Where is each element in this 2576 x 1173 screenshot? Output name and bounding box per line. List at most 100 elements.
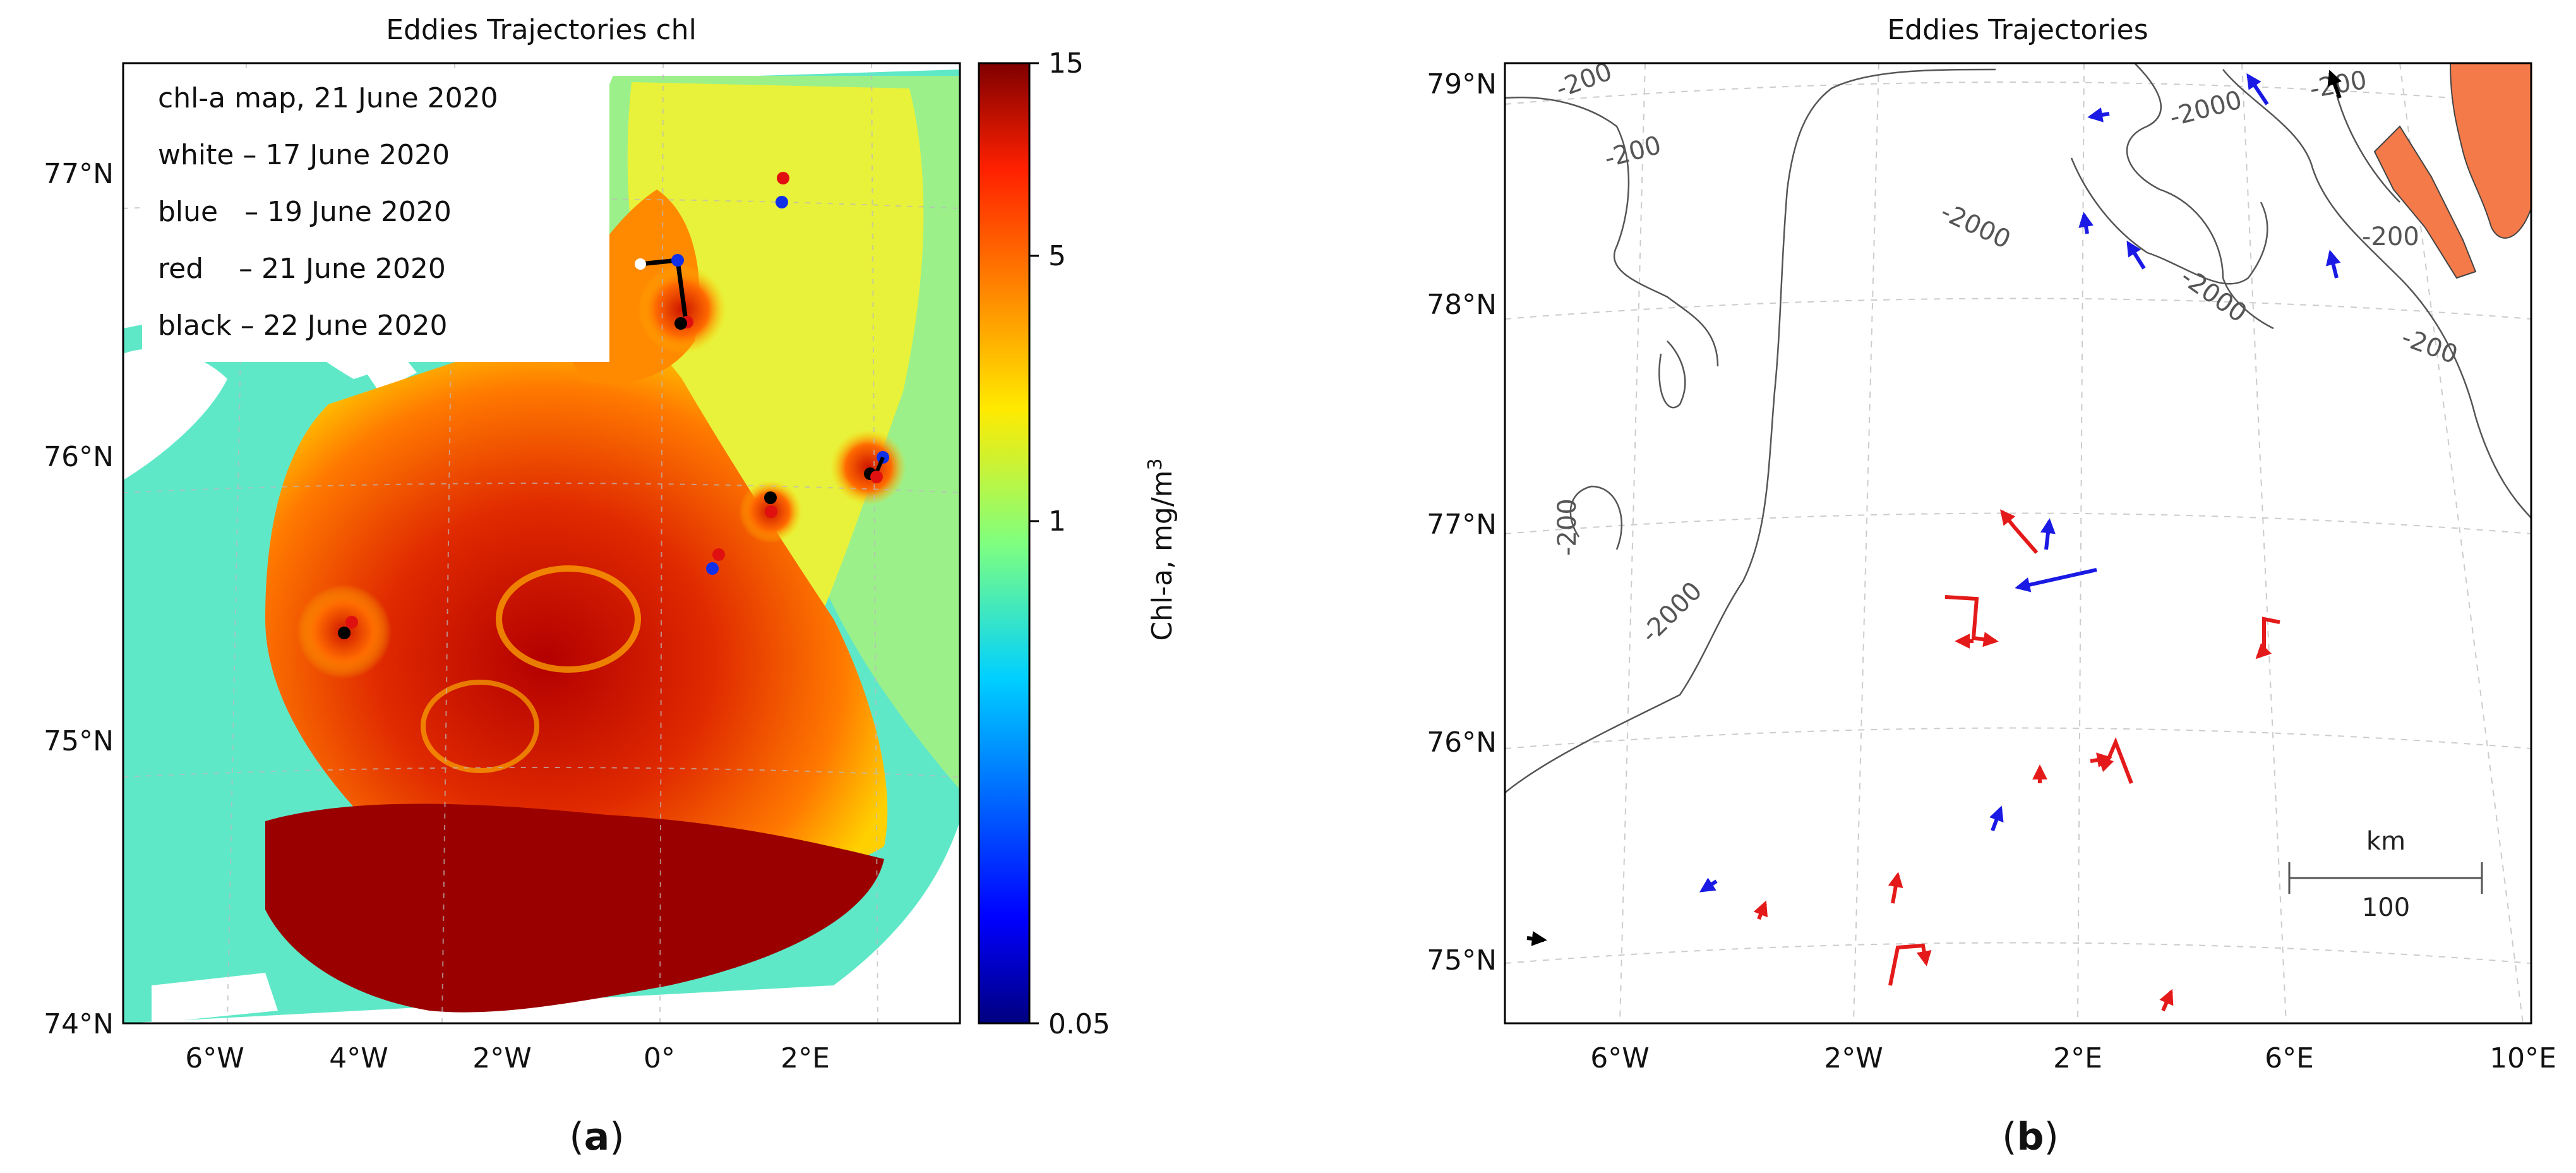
eddy-core-swirl (496, 565, 641, 673)
lon-tick-label: 6°W (185, 1042, 244, 1074)
bathymetry-map: -200 -200 -2000 -200 -2000 -2000 -200 -2… (1505, 63, 2531, 1023)
arrow-red (2090, 752, 2112, 767)
marker-red (712, 548, 725, 561)
lat-ticks-b: 79°N 78°N 77°N 76°N 75°N (1427, 68, 1497, 977)
chl-a-map (123, 63, 960, 1023)
marker-black (674, 317, 687, 330)
marker-red (870, 471, 883, 483)
arrow-red (1753, 900, 1768, 920)
contour-label: -200 (1553, 498, 1582, 556)
marker-red (345, 616, 358, 629)
eddy-trajectories-a (338, 172, 889, 639)
lat-tick-label: 78°N (1427, 289, 1497, 321)
lon-tick-label: 10°E (2489, 1042, 2556, 1074)
arrow-blue (2087, 107, 2110, 123)
lat-tick-label: 75°N (1427, 944, 1497, 977)
lon-tick-label: 2°W (1824, 1042, 1883, 1074)
arrow-blue (2246, 73, 2269, 105)
lon-tick-label: 4°W (329, 1042, 388, 1074)
eddy-core-north (638, 265, 726, 354)
high-chl-bloom (265, 318, 888, 889)
arrow-red (1888, 872, 1903, 904)
panel-b-title: Eddies Trajectories (1887, 14, 2148, 46)
panel-a-title: Eddies Trajectories chl (386, 14, 697, 46)
trajectory-east (875, 456, 885, 474)
lon-tick-label: 2°E (781, 1042, 830, 1074)
arrow-blue (2326, 250, 2341, 279)
graticule-b (1505, 63, 2531, 1023)
legend-entry: white – 17 June 2020 (158, 139, 450, 171)
marker-red (765, 505, 777, 518)
land-svalbard-strip (2373, 125, 2477, 279)
lat-tick-label: 77°N (44, 158, 114, 190)
colorbar-gradient (978, 62, 1031, 1025)
land-svalbard (2449, 63, 2531, 239)
map-b-frame (1504, 62, 2532, 1025)
arrow-blue (2078, 212, 2094, 234)
colorbar-label-sup: 3 (1144, 458, 1166, 470)
scale-bar-unit: km (2366, 827, 2405, 856)
legend-entry: red – 21 June 2020 (158, 253, 446, 285)
southern-bloom (265, 803, 884, 1013)
trajectory-arrows (1526, 69, 2342, 1012)
colorbar: 15 5 1 0.05 Chl-a, mg/m3 (978, 47, 1178, 1040)
bathymetry-contours (1505, 63, 2531, 793)
marker-white (635, 258, 646, 270)
contour-label: -200 (2362, 222, 2419, 251)
legend-box (142, 68, 609, 362)
arrow-red (2000, 509, 2039, 554)
scale-bar-value: 100 (2362, 893, 2410, 922)
arrow-blue (2015, 568, 2097, 593)
lat-tick-label: 79°N (1427, 68, 1497, 100)
legend-entry: black – 22 June 2020 (158, 310, 448, 342)
colorbar-tick: 0.05 (1048, 1008, 1110, 1040)
marker-blue (671, 254, 684, 267)
marker-blue (776, 196, 788, 208)
arrow-blue (2126, 240, 2146, 270)
arrow-red (2255, 617, 2280, 659)
eddy-core-east (830, 430, 906, 505)
arrow-blue (2040, 518, 2056, 550)
legend-entry: blue – 19 June 2020 (158, 196, 452, 228)
lon-tick-label: 2°W (472, 1042, 532, 1074)
lat-tick-label: 77°N (1427, 508, 1497, 541)
lon-tick-label: 6°W (1590, 1042, 1650, 1074)
lat-tick-label: 75°N (44, 725, 114, 757)
legend-a: chl-a map, 21 June 2020 white – 17 June … (142, 68, 609, 362)
scale-bar: km 100 (2288, 827, 2483, 922)
colorbar-tick: 15 (1048, 47, 1084, 80)
lat-tick-label: 74°N (44, 1008, 114, 1040)
arrow-red (1944, 595, 1999, 647)
marker-black (338, 627, 350, 639)
panel-b: Eddies Trajectories (1427, 14, 2556, 1159)
marker-black (764, 491, 777, 504)
colorbar-label: Chl-a, mg/m3 (1144, 458, 1178, 641)
marker-blue (706, 562, 719, 575)
panel-label-a: (a) (569, 1115, 624, 1159)
lat-ticks-a: 77°N 76°N 75°N 74°N (44, 158, 114, 1040)
lon-tick-label: 0° (644, 1042, 675, 1074)
arrow-red (2159, 989, 2174, 1012)
colorbar-tick: 5 (1048, 240, 1066, 272)
map-a-frame (122, 62, 961, 1025)
panel-label-b: (b) (2002, 1115, 2059, 1159)
cloud-gap-west (123, 349, 227, 480)
arrow-red (1888, 943, 1932, 986)
lon-tick-label: 2°E (2053, 1042, 2102, 1074)
arrow-blue (1699, 877, 1718, 893)
arrow-black (1526, 930, 1547, 946)
lon-tick-label: 6°E (2265, 1042, 2314, 1074)
lat-tick-label: 76°N (1427, 726, 1497, 759)
lat-tick-label: 76°N (44, 441, 114, 473)
arrow-blue (1989, 805, 2004, 832)
marker-red (777, 172, 789, 184)
panel-a: Eddies Trajectories chl (44, 14, 1178, 1159)
legend-entry: chl-a map, 21 June 2020 (158, 82, 498, 114)
eddy-core-swirl-2 (421, 680, 539, 773)
colorbar-label-text: Chl-a, mg/m (1146, 470, 1178, 641)
lon-ticks-a: 6°W 4°W 2°W 0° 2°E (185, 1042, 830, 1074)
colorbar-tick: 1 (1048, 505, 1066, 538)
lon-ticks-b: 6°W 2°W 2°E 6°E 10°E (1590, 1042, 2556, 1074)
arrow-black (2327, 69, 2342, 99)
